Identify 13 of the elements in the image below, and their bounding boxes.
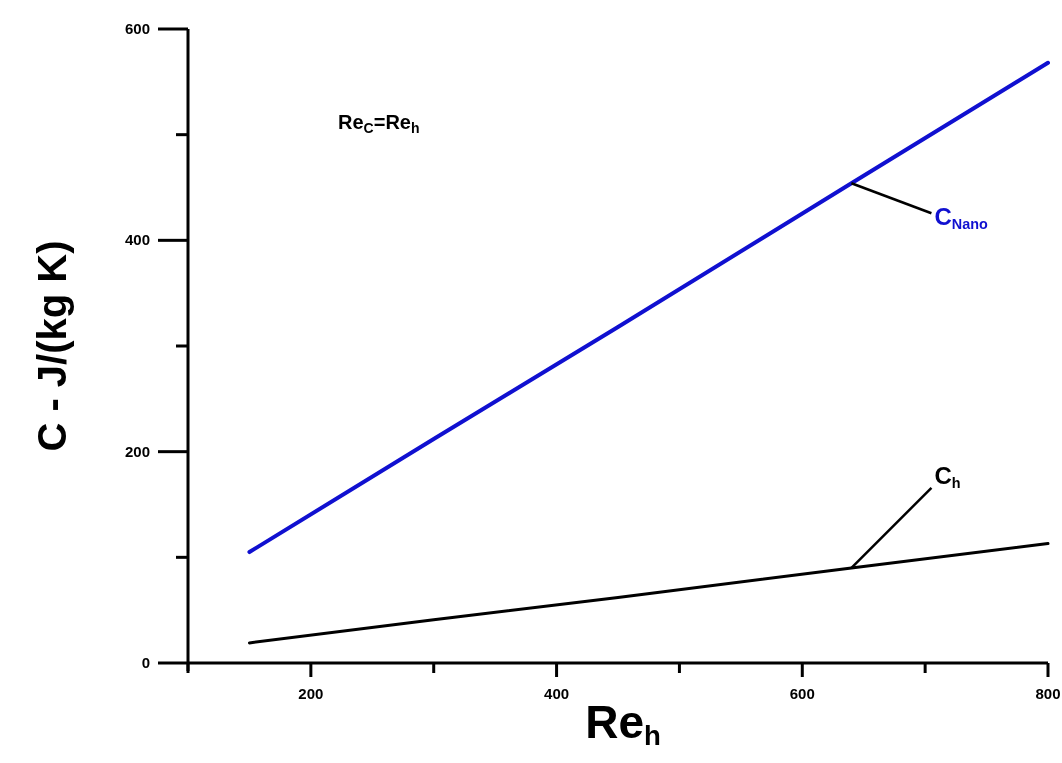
annotation: C$_{Nano}$ bbox=[934, 203, 988, 232]
x-tick-label: 800 bbox=[1035, 685, 1061, 702]
x-tick-label: 600 bbox=[789, 685, 815, 702]
y-axis-title: C - J/(kg K) bbox=[30, 240, 74, 452]
y-tick-label: 0 bbox=[141, 654, 150, 671]
annotation: Re$_{C}$=Re$_{h}$ bbox=[338, 111, 420, 136]
y-tick-label: 400 bbox=[124, 231, 150, 249]
x-tick-label: 400 bbox=[544, 685, 570, 702]
annotation: C$_{h}$ bbox=[934, 461, 961, 491]
x-tick-label: 200 bbox=[298, 685, 324, 702]
y-tick-label: 600 bbox=[124, 20, 150, 37]
x-axis-title: Re$_{h}$ bbox=[585, 696, 661, 751]
y-tick-label: 200 bbox=[124, 442, 150, 460]
